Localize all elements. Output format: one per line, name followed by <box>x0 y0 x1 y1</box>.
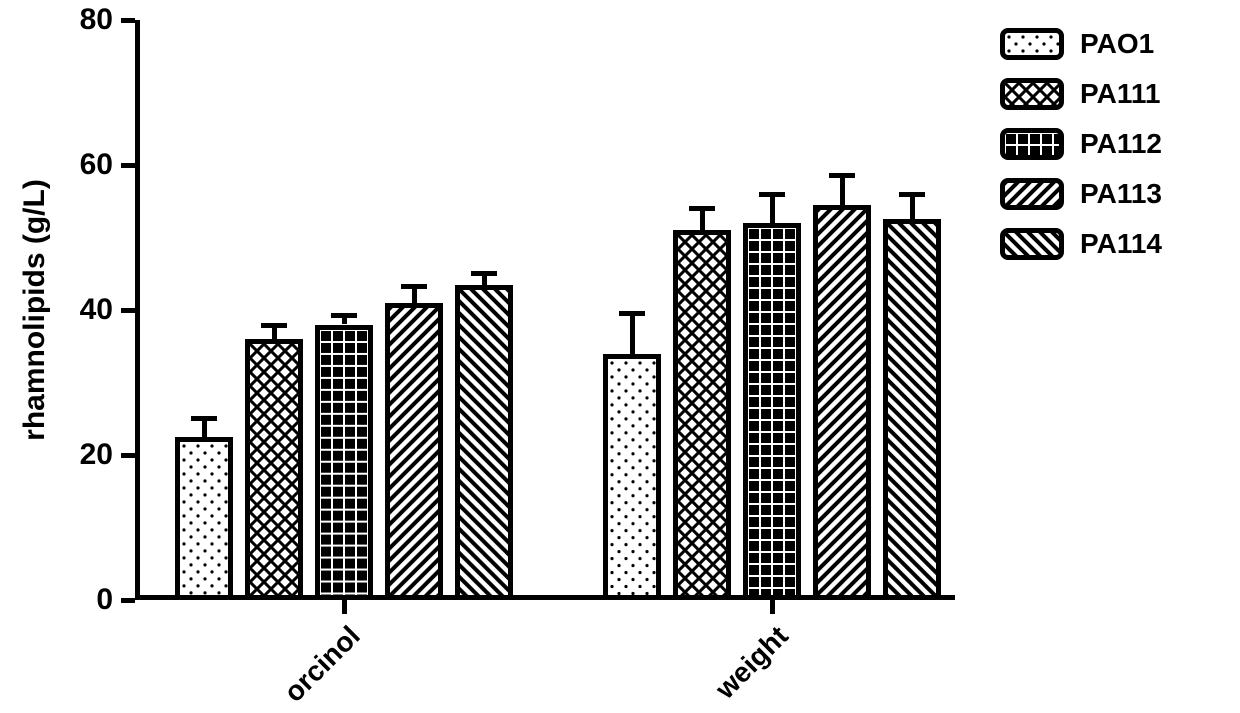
y-axis-label: rhamnolipids (g/L) <box>18 179 52 441</box>
y-tick-label: 40 <box>53 293 113 327</box>
legend-item-PA112: PA112 <box>1000 128 1162 160</box>
error-bar <box>840 176 845 205</box>
y-tick-label: 80 <box>53 3 113 37</box>
x-tick-label: orcinol <box>278 620 367 709</box>
error-cap <box>471 271 497 276</box>
error-bar <box>910 194 915 219</box>
x-tick-label: weight <box>709 620 794 705</box>
y-tick <box>121 163 135 168</box>
bar-weight-PA111 <box>673 230 731 600</box>
legend-swatch <box>1000 28 1064 60</box>
bar-orcinol-PA114 <box>455 285 513 600</box>
bar-orcinol-PA113 <box>385 303 443 600</box>
plot-area: 020406080orcinolweight <box>135 20 955 600</box>
x-tick <box>770 600 775 614</box>
bar-orcinol-PA112 <box>315 325 373 601</box>
y-axis-line <box>135 20 140 600</box>
bar-weight-PA112 <box>743 223 801 600</box>
error-cap <box>331 313 357 318</box>
y-tick <box>121 18 135 23</box>
y-tick-label: 60 <box>53 148 113 182</box>
error-cap <box>191 416 217 421</box>
legend-item-PA113: PA113 <box>1000 178 1162 210</box>
y-tick-label: 0 <box>53 583 113 617</box>
legend-label: PA112 <box>1080 128 1162 160</box>
error-bar <box>630 314 635 354</box>
error-cap <box>619 311 645 316</box>
error-cap <box>829 173 855 178</box>
legend-item-PAO1: PAO1 <box>1000 28 1162 60</box>
x-tick <box>342 600 347 614</box>
y-tick-label: 20 <box>53 438 113 472</box>
legend-label: PA111 <box>1080 78 1160 110</box>
error-cap <box>899 192 925 197</box>
error-cap <box>759 192 785 197</box>
y-tick <box>121 598 135 603</box>
legend: PAO1 PA111 PA112 PA113 PA114 <box>1000 28 1162 278</box>
error-cap <box>261 323 287 328</box>
legend-swatch <box>1000 228 1064 260</box>
bar-orcinol-PA111 <box>245 339 303 600</box>
rhamnolipids-bar-chart: 020406080orcinolweight PAO1PA111PA112PA1… <box>0 0 1240 713</box>
legend-label: PAO1 <box>1080 28 1154 60</box>
error-bar <box>202 419 207 437</box>
bar-orcinol-PAO1 <box>175 437 233 600</box>
legend-item-PA114: PA114 <box>1000 228 1162 260</box>
legend-swatch <box>1000 128 1064 160</box>
legend-label: PA114 <box>1080 228 1162 260</box>
y-tick <box>121 308 135 313</box>
error-cap <box>689 206 715 211</box>
error-cap <box>401 284 427 289</box>
error-bar <box>700 209 705 231</box>
bar-weight-PA114 <box>883 219 941 600</box>
legend-item-PA111: PA111 <box>1000 78 1162 110</box>
y-tick <box>121 453 135 458</box>
legend-label: PA113 <box>1080 178 1162 210</box>
legend-swatch <box>1000 78 1064 110</box>
error-bar <box>770 194 775 223</box>
error-bar <box>412 286 417 303</box>
legend-swatch <box>1000 178 1064 210</box>
bar-weight-PAO1 <box>603 354 661 601</box>
bar-weight-PA113 <box>813 205 871 600</box>
